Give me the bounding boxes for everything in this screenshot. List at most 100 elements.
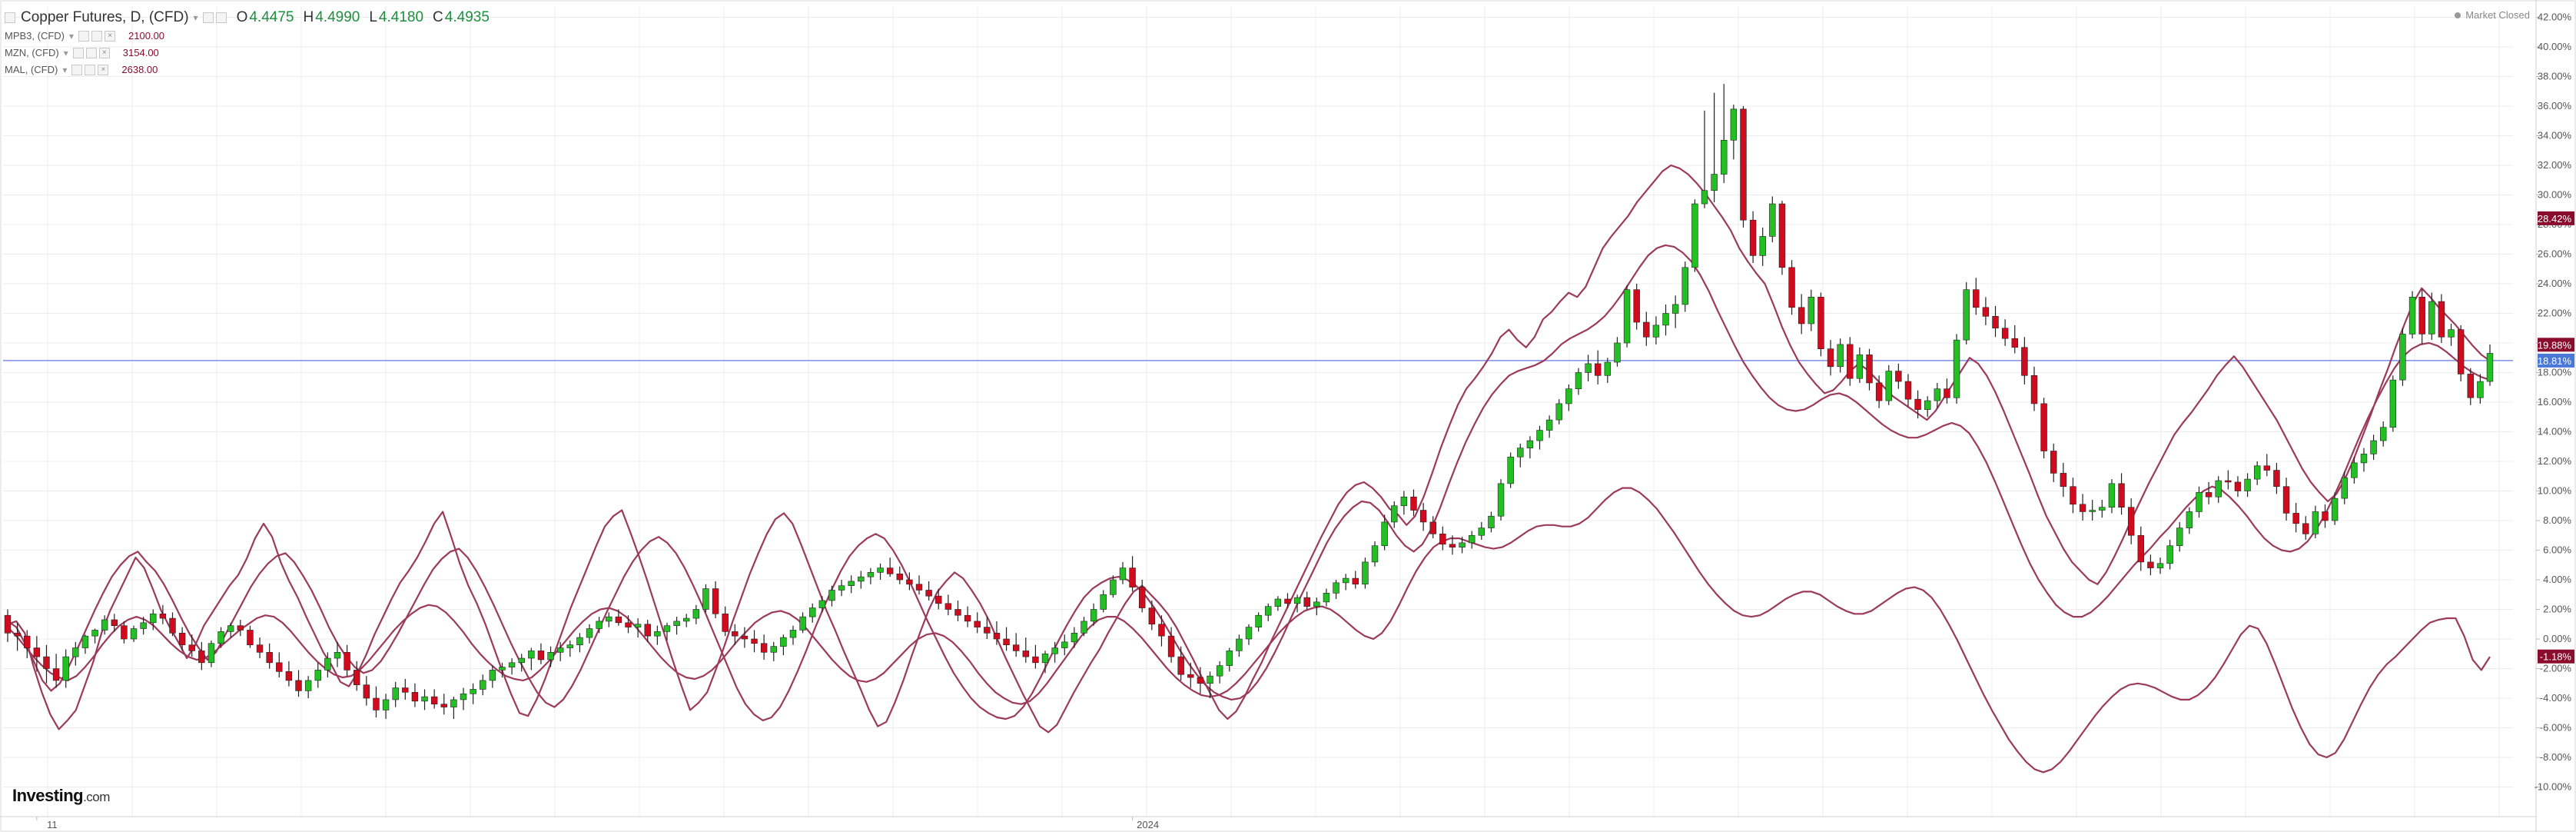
candle-body (1012, 644, 1020, 651)
close-icon[interactable]: × (98, 48, 110, 58)
candle (1400, 491, 1408, 515)
chevron-down-icon[interactable]: ▾ (193, 12, 198, 23)
compare-name[interactable]: MPB3, (CFD) (5, 30, 65, 42)
candle (324, 652, 331, 678)
candle-body (1924, 400, 1931, 410)
candle (1992, 305, 1999, 338)
settings-icon[interactable] (85, 65, 96, 75)
candle-body (1759, 236, 1766, 256)
candle (1585, 354, 1592, 382)
candle-body (266, 652, 273, 664)
value-badge (2538, 353, 2574, 368)
chevron-down-icon[interactable]: ▾ (69, 31, 75, 42)
candle-body (1711, 174, 1718, 191)
compare-name[interactable]: MAL, (CFD) (5, 64, 58, 75)
candle (178, 627, 186, 651)
candle (1875, 375, 1883, 408)
candle (1701, 110, 1708, 208)
y-tick-label: 32.00% (2538, 159, 2572, 171)
candle-body (1643, 321, 1650, 338)
candle-body (1585, 363, 1592, 373)
chevron-down-icon[interactable]: ▾ (63, 48, 68, 58)
candle-body (363, 684, 370, 699)
candle (1691, 199, 1698, 272)
candle (1090, 603, 1097, 626)
candle (1197, 667, 1204, 694)
eye-icon[interactable] (78, 31, 90, 42)
candle-body (2021, 347, 2028, 376)
candle (1129, 556, 1136, 592)
candle-body (2050, 451, 2057, 474)
candle (2089, 500, 2096, 521)
candle (780, 634, 787, 656)
candle-body (877, 567, 884, 573)
candle-body (1197, 677, 1204, 684)
eye-icon[interactable] (72, 48, 84, 58)
candle-body (2486, 353, 2494, 382)
close-icon[interactable]: × (105, 31, 116, 42)
close-icon[interactable]: × (98, 65, 109, 75)
y-tick-label: 0.00% (2543, 633, 2571, 644)
candle-body (1827, 348, 1834, 368)
eye-icon[interactable] (71, 65, 83, 75)
candle-body (1681, 267, 1688, 305)
eye-icon[interactable] (202, 12, 214, 23)
candle-body (1061, 641, 1068, 648)
candle (1071, 627, 1078, 648)
candle (537, 643, 545, 664)
candle-body (2351, 462, 2358, 478)
candle (1681, 261, 1688, 312)
x-axis[interactable]: 11 2024 (0, 816, 2536, 830)
candle (62, 649, 69, 688)
settings-icon[interactable] (85, 48, 97, 58)
candle-body (2156, 563, 2164, 568)
candle (2225, 470, 2232, 490)
main-series-title[interactable]: Copper Futures, D, (CFD) (21, 9, 189, 25)
candle-body (2137, 534, 2144, 563)
value-badge (2538, 338, 2574, 352)
candle-body (1478, 527, 1486, 536)
candle-body (2040, 403, 2047, 451)
candle-body (2302, 523, 2309, 534)
candle (91, 628, 98, 644)
candle-body (1207, 675, 1213, 684)
candle (1847, 337, 1854, 386)
candle-body (382, 699, 390, 711)
candle (596, 617, 603, 634)
candle-body (1856, 354, 1864, 379)
logo-text: Investing (12, 786, 84, 805)
settings-icon[interactable] (215, 12, 227, 23)
candle (334, 641, 341, 667)
candle-body (586, 628, 593, 638)
candle-body (2196, 492, 2203, 512)
compare-legend-mzn: MZN, (CFD) ▾ × 3154.00 (5, 45, 499, 62)
candle (382, 694, 390, 719)
investing-logo[interactable]: Investing.com (12, 786, 110, 806)
compare-name[interactable]: MZN, (CFD) (5, 47, 59, 58)
candle (964, 606, 971, 627)
candle (1895, 363, 1902, 389)
candle (1429, 516, 1436, 539)
settings-icon[interactable] (91, 31, 103, 42)
collapse-legend-icon[interactable] (5, 12, 15, 23)
candle (354, 661, 360, 691)
candle (440, 694, 447, 715)
candle-body (1614, 342, 1621, 363)
candle-body (24, 635, 31, 648)
candle (2040, 398, 2047, 459)
candle (421, 689, 428, 711)
candle (1478, 521, 1486, 541)
candle-body (2292, 513, 2299, 524)
candle-body (2205, 492, 2213, 498)
chevron-down-icon[interactable]: ▾ (62, 65, 68, 75)
candle-body (2070, 486, 2076, 505)
y-tick-label: 10.00% (2538, 485, 2572, 497)
candle-body (2399, 334, 2406, 381)
candle (906, 572, 913, 591)
candle-body (2467, 374, 2474, 398)
candle-body (2127, 507, 2135, 536)
y-axis[interactable]: 42.00% 40.00% 38.00% 36.00% 34.00% 32.00% 30.0… (2535, 0, 2572, 832)
candle (1051, 641, 1058, 663)
